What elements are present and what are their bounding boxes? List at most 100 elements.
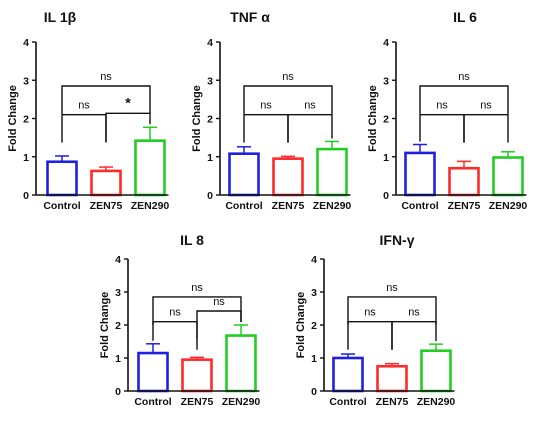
bar [272,157,304,197]
bar [225,334,257,393]
significance-label: ns [364,307,376,319]
significance-bracket [347,321,393,350]
bar [420,349,452,393]
significance-bracket [152,296,242,325]
x-tick-label: ZEN290 [222,396,261,408]
y-axis-label: Fold Change [367,85,379,152]
y-tick-label: 3 [383,75,389,87]
chart-title: IL 1β [44,9,77,25]
bar [137,351,169,393]
bar [376,364,408,393]
y-tick-label: 4 [311,254,317,266]
significance-label: ns [169,307,181,319]
x-tick-label: ZEN290 [489,200,528,212]
x-tick-label: Control [134,396,171,408]
chart-panel-1: TNF α Fold Change 0 1 2 3 4 Control ZEN75 ZEN290 n… [191,9,351,212]
x-tick-label: Control [43,200,80,212]
y-tick-label: 2 [207,114,213,126]
y-tick-label: 3 [207,75,213,87]
significance-label: * [125,94,131,110]
x-tick-label: ZEN290 [313,200,352,212]
y-tick-label: 0 [383,190,389,202]
chart-panel-4: IFN-γ Fold Change 0 1 2 3 4 Control ZEN75 ZEN290 n… [295,232,455,408]
y-tick-label: 2 [23,114,29,126]
y-tick-label: 0 [311,386,317,398]
x-tick-label: ZEN290 [417,396,456,408]
chart-panel-3: IL 8 Fold Change 0 1 2 3 4 Control ZEN75 ZEN290 ns… [99,232,260,408]
chart-panel-0: IL 1β Fold Change 0 1 2 3 4 Control ZEN75 ZEN290 n… [7,9,169,212]
chart-title: IL 6 [453,9,477,25]
x-tick-label: ZEN290 [131,200,170,212]
y-axis-label: Fold Change [99,292,111,359]
y-tick-label: 0 [23,190,29,202]
significance-label: ns [408,307,420,319]
significance-bracket [463,113,509,143]
bar [46,160,78,197]
significance-bracket [243,113,289,143]
significance-label: ns [480,100,492,112]
bar [448,166,480,197]
significance-bracket [196,310,242,339]
y-tick-label: 2 [115,320,121,332]
x-tick-label: ZEN75 [376,396,409,408]
significance-label: ns [304,100,316,112]
y-tick-label: 4 [207,37,213,49]
x-tick-label: ZEN75 [181,396,214,408]
y-tick-label: 0 [207,190,213,202]
bar [181,358,213,393]
y-tick-label: 1 [207,152,213,164]
y-tick-label: 1 [311,353,317,365]
significance-bracket [347,296,437,325]
significance-label: ns [100,71,112,83]
bar [134,139,166,197]
y-tick-label: 0 [115,386,121,398]
chart-title: TNF α [230,9,270,25]
significance-bracket [61,85,151,114]
y-tick-label: 4 [383,37,389,49]
significance-label: ns [458,71,470,83]
x-tick-label: Control [329,396,366,408]
bar [404,151,436,197]
y-tick-label: 3 [311,287,317,299]
y-axis-label: Fold Change [295,292,307,359]
x-tick-label: Control [225,200,262,212]
significance-bracket [61,113,107,143]
y-tick-label: 1 [115,353,121,365]
bar [316,147,348,197]
bar [332,356,364,393]
y-tick-label: 2 [311,320,317,332]
chart-panel-2: IL 6 Fold Change 0 1 2 3 4 Control ZEN75 ZEN290 ns… [367,9,527,212]
chart-title: IL 8 [180,232,204,248]
bar [228,152,260,197]
y-tick-label: 1 [23,152,29,164]
y-tick-label: 3 [115,287,121,299]
significance-bracket [419,113,465,143]
significance-bracket [419,85,509,114]
significance-label: ns [213,296,225,308]
x-tick-label: ZEN75 [90,200,123,212]
significance-label: ns [436,100,448,112]
y-tick-label: 3 [23,75,29,87]
y-axis-label: Fold Change [191,85,203,152]
significance-label: ns [191,282,203,294]
significance-bracket [243,85,333,114]
significance-bracket [391,321,437,350]
significance-label: ns [78,100,90,112]
significance-bracket [152,321,198,350]
bar [492,156,524,197]
bar [90,169,122,197]
significance-bracket [105,112,151,142]
x-tick-label: Control [401,200,438,212]
y-tick-label: 2 [383,114,389,126]
y-tick-label: 4 [115,254,121,266]
x-tick-label: ZEN75 [272,200,305,212]
y-tick-label: 4 [23,37,29,49]
significance-label: ns [386,282,398,294]
x-tick-label: ZEN75 [448,200,481,212]
significance-bracket [287,113,333,143]
significance-label: ns [282,71,294,83]
y-tick-label: 1 [383,152,389,164]
y-axis-label: Fold Change [7,85,19,152]
chart-title: IFN-γ [380,232,415,248]
